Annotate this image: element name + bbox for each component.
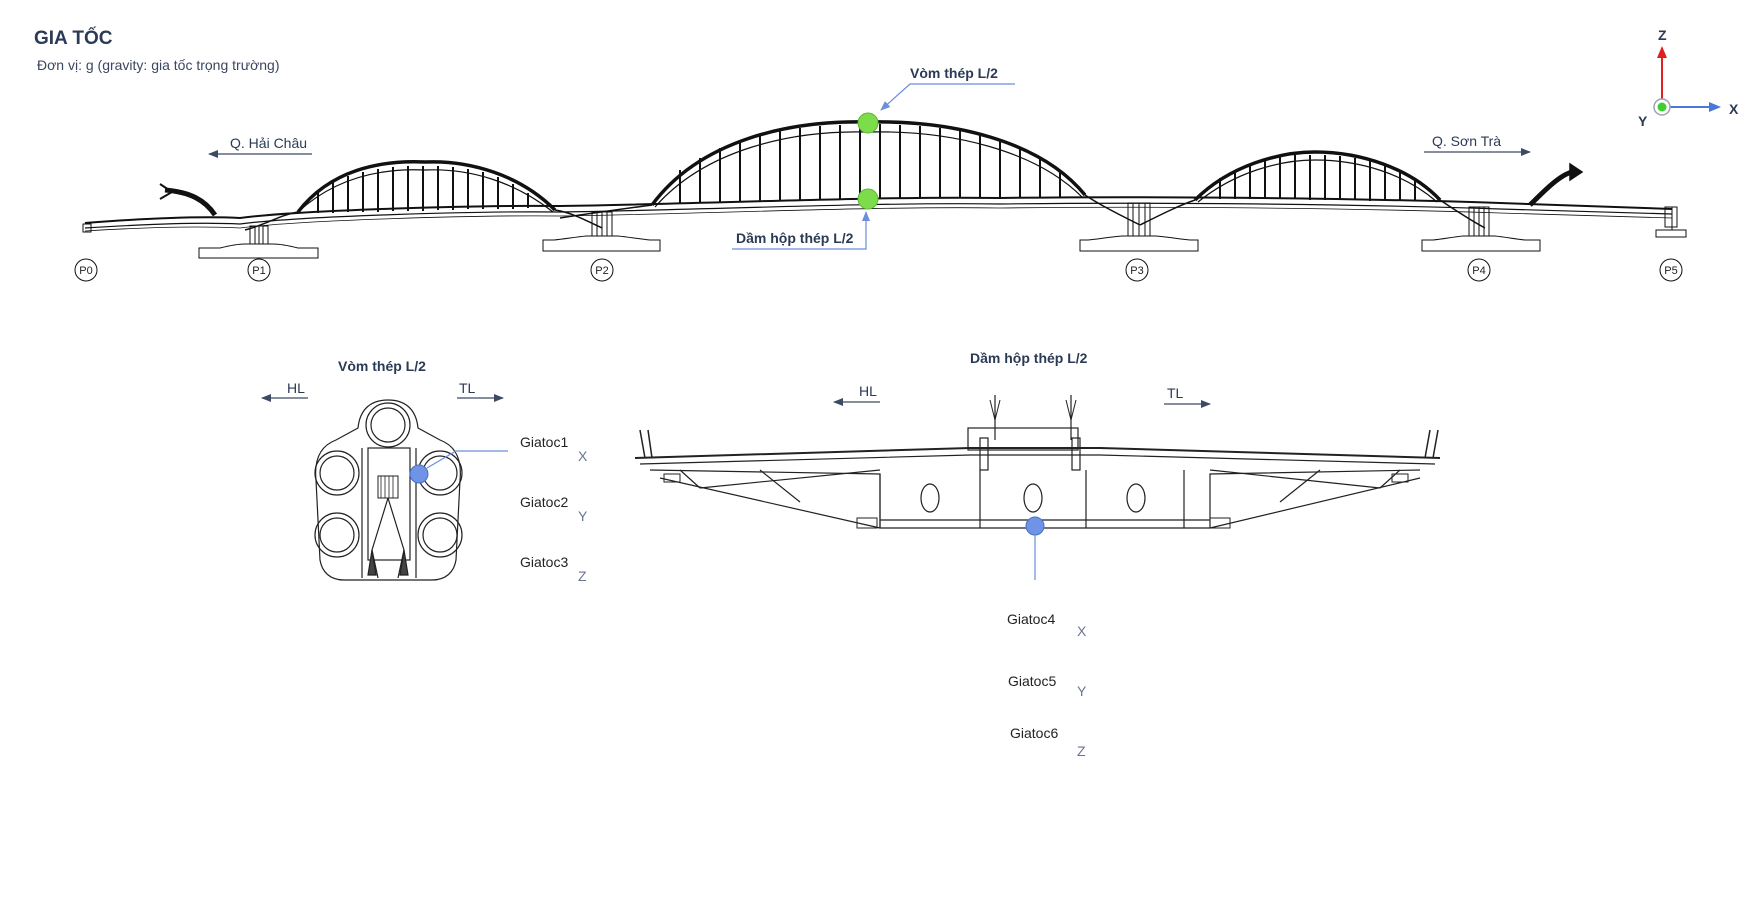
pier-p3 [1079,202,1199,252]
pier-label-p0-circle [74,258,98,282]
right-ramp [1528,169,1573,207]
pier-p2 [542,211,661,252]
sensor-arch-marker[interactable] [857,112,879,134]
bridge-deck [84,196,1673,232]
sensor-girder-section-marker[interactable] [1025,516,1045,536]
direction-left-label: Q. Hải Châu [230,135,307,151]
callout-arch-label: Vòm thép L/2 [910,65,998,81]
arch-1 [244,160,603,231]
coordinate-axes: Z X Y [1638,27,1739,129]
girder-section-title: Dầm hộp thép L/2 [970,350,1088,366]
pier-p4 [1421,206,1541,252]
pier-label-p3: P3 [1130,265,1143,277]
girder-dir-right-label: TL [1167,385,1184,401]
pier-label-p5-circle [1659,258,1683,282]
pier-labels [74,258,1683,282]
sensor-axis-giatoc6: Z [1077,743,1086,759]
sensor-label-giatoc5: Giatoc5 [1008,673,1056,689]
abutment-p5 [1655,206,1687,238]
sensor-label-giatoc2: Giatoc2 [520,494,568,510]
callout-girder-leader [732,211,870,250]
sensor-girder-marker[interactable] [857,188,879,210]
right-ramp-end-icon [1569,162,1584,182]
pier-label-p4: P4 [1472,265,1485,277]
pier-label-p2-circle [590,258,614,282]
sensor-axis-giatoc4: X [1077,623,1087,639]
abutment-p0 [82,223,92,233]
left-ramp-end-icon [159,183,174,200]
arch-dir-left-label: HL [287,380,305,396]
direction-right-label: Q. Sơn Trà [1432,133,1501,149]
girder-dir-left-label: HL [859,383,877,399]
arch-3 [1139,150,1486,229]
unit-subtitle: Đơn vị: g (gravity: gia tốc trọng trường… [37,57,280,73]
z-axis-label: Z [1658,27,1667,43]
sensor-axis-giatoc5: Y [1077,683,1087,699]
pier-label-p4-circle [1467,258,1491,282]
pier-label-p3-circle [1125,258,1149,282]
pier-label-p1: P1 [252,265,265,277]
arch-sensor-leader [426,450,508,469]
pier-p1 [198,225,319,259]
sensor-label-giatoc1: Giatoc1 [520,434,568,450]
y-axis-origin-dot [1657,102,1667,112]
left-ramp [164,187,218,217]
bridge-elevation [74,120,1687,282]
sensor-axis-giatoc3: Z [578,568,587,584]
x-axis-label: X [1729,101,1739,117]
pier-label-p1-circle [247,258,271,282]
sensor-label-giatoc4: Giatoc4 [1007,611,1055,627]
sensor-axis-giatoc2: Y [578,508,588,524]
pier-label-p2: P2 [595,265,608,277]
arch-cross-section [314,399,463,581]
sensor-axis-giatoc1: X [578,448,588,464]
pier-label-p5: P5 [1664,265,1677,277]
arch-dir-right-label: TL [459,380,476,396]
pier-label-p0: P0 [79,265,92,277]
girder-cross-section [634,395,1441,529]
arch-section-title: Vòm thép L/2 [338,358,426,374]
sensor-label-giatoc6: Giatoc6 [1010,725,1058,741]
callout-arch-leader [880,83,1015,111]
sensor-arch-section-marker[interactable] [409,464,429,484]
page-title: GIA TỐC [34,28,113,49]
y-axis-label: Y [1638,113,1648,129]
callout-girder-label: Dầm hộp thép L/2 [736,230,854,246]
sensor-label-giatoc3: Giatoc3 [520,554,568,570]
